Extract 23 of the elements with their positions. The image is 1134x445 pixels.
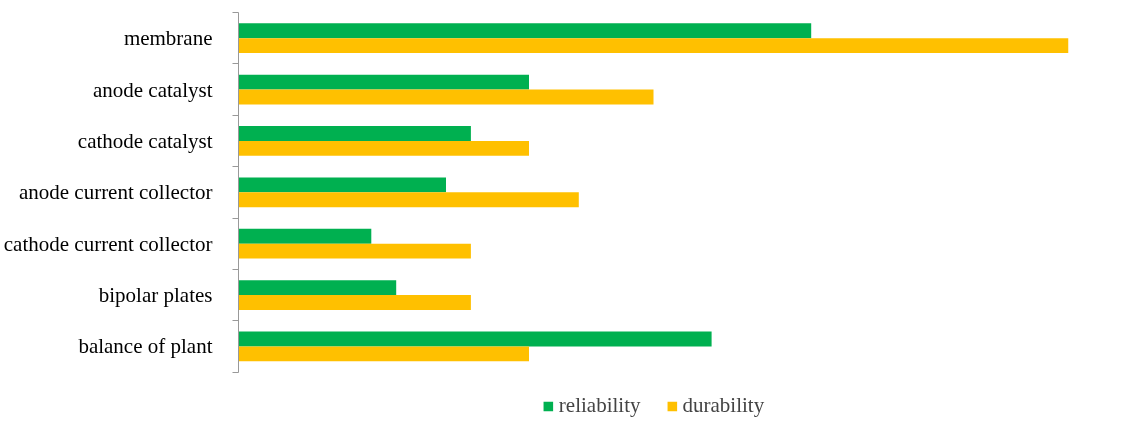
- legend-label: reliability: [558, 393, 641, 418]
- bar: [238, 177, 446, 193]
- y-tick-label: anode catalyst: [92, 77, 213, 102]
- bar: [238, 346, 529, 362]
- y-tick-label: cathode current collector: [3, 231, 213, 256]
- legend-label: durability: [682, 393, 765, 418]
- bar: [238, 89, 654, 105]
- y-tick-label: cathode catalyst: [77, 128, 213, 153]
- bar: [238, 74, 529, 90]
- bar: [238, 140, 529, 156]
- bar: [238, 243, 471, 259]
- bar: [238, 280, 397, 296]
- y-tick-label: bipolar plates: [98, 283, 213, 308]
- y-tick-label: balance of plant: [78, 334, 213, 359]
- y-tick-label: anode current collector: [18, 180, 213, 205]
- bar: [238, 295, 471, 310]
- bar: [238, 23, 812, 39]
- bar: [238, 192, 579, 208]
- bar: [238, 38, 1069, 54]
- bar: [238, 228, 372, 244]
- y-tick-label: membrane: [123, 26, 213, 51]
- bar: [238, 126, 471, 141]
- bar: [238, 331, 712, 347]
